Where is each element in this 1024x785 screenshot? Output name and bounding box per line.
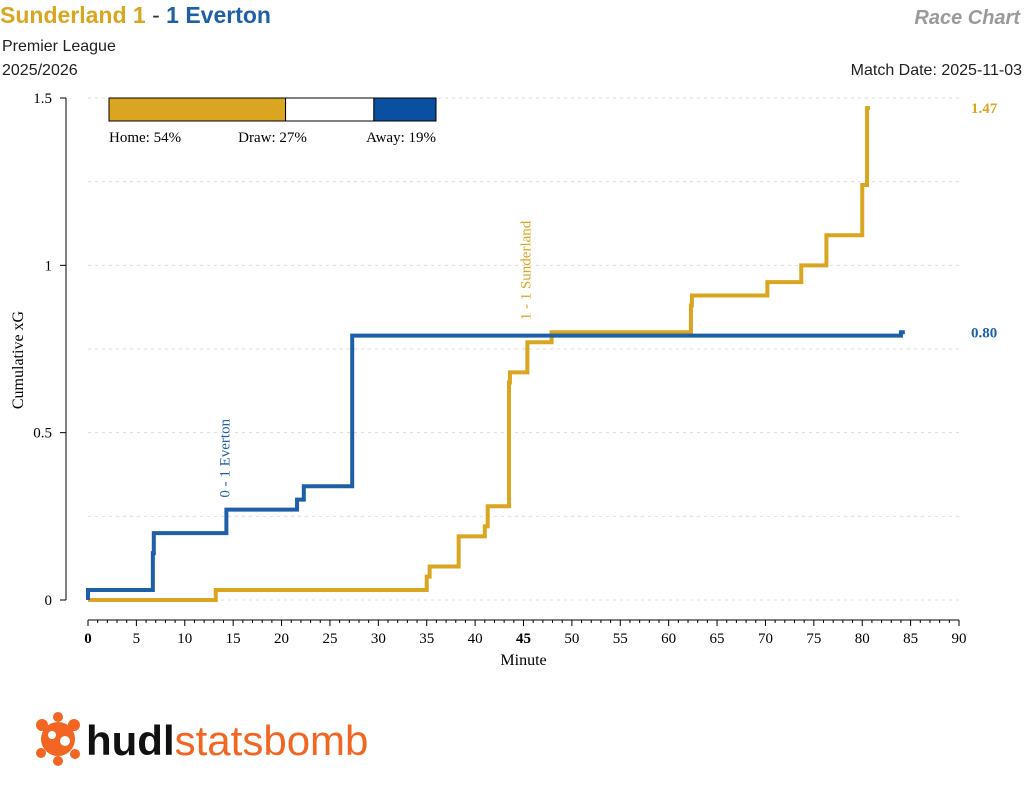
x-tick-label: 35 xyxy=(419,631,434,647)
home-score: 1 xyxy=(132,2,146,28)
score-separator: - xyxy=(152,2,160,28)
x-tick-label: 50 xyxy=(564,631,579,647)
x-axis-label: Minute xyxy=(500,652,546,669)
series-line-everton xyxy=(86,330,905,600)
y-tick-label: 1.5 xyxy=(33,91,52,107)
final-xg-label-everton: 0.80 xyxy=(971,325,997,341)
x-tick-label: 40 xyxy=(468,631,483,647)
goal-annotation: 0 - 1 Everton xyxy=(217,418,233,497)
x-tick-label: 75 xyxy=(806,631,821,647)
away-team-name: Everton xyxy=(185,2,271,28)
home-team-name: Sunderland xyxy=(0,2,127,28)
x-tick-label: 20 xyxy=(274,631,289,647)
x-tick-label: 30 xyxy=(371,631,386,647)
away-probability-bar xyxy=(373,97,437,122)
final-xg-label-sunderland: 1.47 xyxy=(971,101,998,117)
x-tick-label: 5 xyxy=(133,631,141,647)
svg-text:hudlstatsbomb: hudlstatsbomb xyxy=(86,717,368,764)
y-axis-label: Cumulative xG xyxy=(10,310,27,409)
x-tick-label: 55 xyxy=(613,631,628,647)
home-probability-label: Home: 54% xyxy=(109,130,181,146)
x-tick-label: 85 xyxy=(903,631,918,647)
x-tick-label: 25 xyxy=(322,631,337,647)
x-tick-label: 65 xyxy=(710,631,725,647)
chart-type-label: Race Chart xyxy=(914,7,1020,29)
x-tick-label: 15 xyxy=(226,631,241,647)
away-score: 1 xyxy=(166,2,179,28)
home-probability-bar xyxy=(108,97,287,122)
draw-probability-bar xyxy=(285,97,375,122)
x-tick-label: 10 xyxy=(177,631,192,647)
race-chart: 0 0.5 1 1.5 0 5 10 15 20 25 30 35 40 45 50 55 60 65 70 75 80… xyxy=(10,91,998,669)
season-label: 2025/2026 xyxy=(2,62,78,79)
x-tick-label: 90 xyxy=(952,631,967,647)
goal-annotation: 1 - 1 Sunderland xyxy=(518,220,534,320)
series-line-sunderland xyxy=(88,106,870,602)
statsbomb-splat-icon xyxy=(36,712,80,766)
match-date: Match Date: 2025-11-03 xyxy=(850,62,1022,79)
x-tick-label: 60 xyxy=(661,631,676,647)
x-tick-label: 45 xyxy=(516,631,531,647)
away-probability-label: Away: 19% xyxy=(366,130,436,146)
logo-text-bold: hudl xyxy=(86,717,175,764)
x-tick-label: 0 xyxy=(84,631,92,647)
logo-text-light: statsbomb xyxy=(175,717,369,764)
competition-name: Premier League xyxy=(2,38,116,55)
match-title: Sunderland 1 - 1 Everton xyxy=(0,2,271,29)
y-tick-label: 0.5 xyxy=(33,426,52,442)
hudl-statsbomb-logo: hudlstatsbomb xyxy=(36,712,368,766)
y-tick-label: 1 xyxy=(45,258,53,274)
x-tick-label: 70 xyxy=(758,631,773,647)
draw-probability-label: Draw: 27% xyxy=(238,130,307,146)
y-tick-label: 0 xyxy=(45,593,53,609)
x-tick-label: 80 xyxy=(855,631,870,647)
